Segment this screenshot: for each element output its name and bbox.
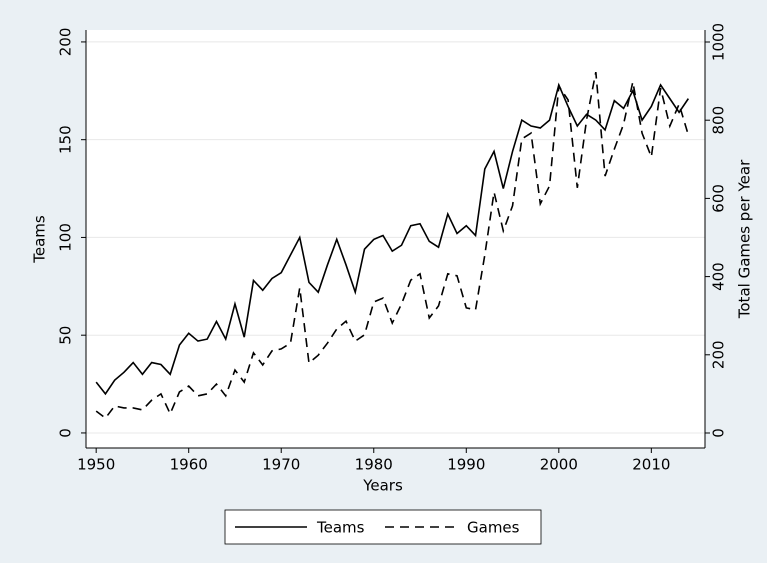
legend-label: Games (467, 519, 520, 537)
y-tick-label: 150 (57, 125, 75, 154)
y2-tick-label: 800 (710, 106, 728, 135)
x-tick-label: 2010 (632, 456, 670, 474)
y-tick-label: 50 (57, 326, 75, 345)
x-tick-label: 1950 (77, 456, 115, 474)
x-axis-title: Years (362, 477, 403, 495)
x-tick-label: 1980 (355, 456, 393, 474)
y-tick-label: 0 (57, 428, 75, 438)
x-tick-label: 2000 (540, 456, 578, 474)
y2-tick-label: 400 (710, 262, 728, 291)
y2-axis-title: Total Games per Year (736, 159, 754, 319)
plot-area (86, 30, 705, 448)
x-tick-label: 1970 (262, 456, 300, 474)
series-line (95, 71, 690, 420)
legend-label: Teams (316, 519, 365, 537)
y-axis-title: Teams (31, 215, 49, 264)
y2-tick-label: 1000 (710, 23, 728, 61)
x-tick-label: 1990 (447, 456, 485, 474)
x-tick-label: 1960 (170, 456, 208, 474)
y2-tick-label: 0 (710, 428, 728, 438)
y2-tick-label: 600 (710, 184, 728, 213)
series-line (95, 82, 690, 396)
y-tick-label: 200 (57, 28, 75, 57)
y-tick-label: 100 (57, 223, 75, 252)
y2-tick-label: 200 (710, 340, 728, 369)
